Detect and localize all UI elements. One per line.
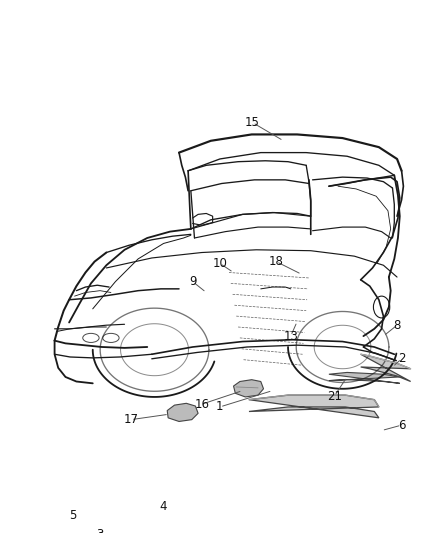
Polygon shape (111, 516, 170, 533)
Text: 10: 10 (212, 257, 227, 270)
Text: 3: 3 (96, 528, 104, 533)
Text: 17: 17 (124, 413, 138, 426)
Text: 16: 16 (194, 398, 209, 411)
Text: 6: 6 (398, 418, 405, 432)
Text: 15: 15 (245, 116, 260, 129)
Text: 18: 18 (269, 255, 284, 268)
Text: 2: 2 (398, 352, 405, 365)
Polygon shape (249, 395, 379, 418)
Text: 8: 8 (393, 319, 401, 332)
Polygon shape (233, 379, 264, 397)
Text: 9: 9 (189, 275, 196, 288)
Text: 1: 1 (216, 400, 224, 414)
Polygon shape (167, 403, 198, 422)
Polygon shape (329, 373, 400, 383)
Text: 21: 21 (327, 390, 342, 402)
Polygon shape (361, 354, 411, 382)
Text: 13: 13 (283, 329, 298, 343)
Text: 4: 4 (160, 500, 167, 513)
Text: 5: 5 (69, 510, 77, 522)
